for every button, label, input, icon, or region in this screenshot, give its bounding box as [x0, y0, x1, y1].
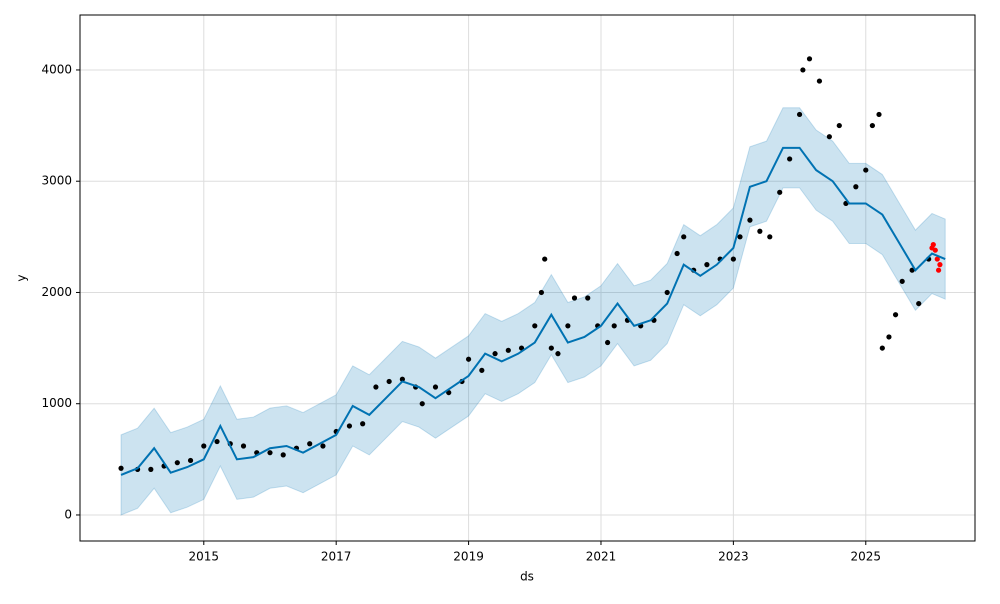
observed-point: [360, 421, 366, 427]
observed-point: [681, 234, 687, 240]
x-tick-label: 2017: [321, 550, 352, 564]
observed-point: [674, 250, 680, 257]
observed-point: [757, 228, 763, 234]
observed-point: [816, 78, 823, 84]
observed-point: [492, 351, 498, 357]
observed-point: [585, 295, 591, 301]
observed-point: [909, 267, 915, 273]
observed-point: [826, 134, 832, 140]
axes-frame: [79, 14, 976, 542]
observed-point: [853, 184, 859, 190]
recent-point: [930, 242, 936, 248]
observed-point: [320, 443, 326, 449]
observed-point: [399, 376, 405, 382]
observed-point: [538, 289, 545, 296]
y-tick-label: 2000: [41, 285, 72, 299]
observed-point: [479, 367, 485, 373]
observed-point: [737, 234, 743, 240]
observed-point: [187, 457, 194, 464]
observed-point: [876, 111, 882, 118]
recent-point: [937, 262, 943, 268]
x-tick-label: 2019: [453, 550, 484, 564]
observed-point: [432, 384, 439, 390]
observed-point: [899, 278, 905, 284]
x-tick-label: 2025: [850, 550, 881, 564]
observed-point: [373, 384, 379, 390]
uncertainty-band: [120, 107, 946, 516]
y-axis-label: y: [15, 274, 29, 281]
y-tick-label: 3000: [41, 174, 72, 188]
observed-point: [267, 450, 273, 456]
observed-point: [879, 345, 885, 351]
y-tick-label: 4000: [41, 62, 72, 76]
observed-point: [505, 347, 511, 353]
observed-point: [307, 441, 313, 447]
observed-point: [664, 289, 670, 296]
observed-point: [555, 351, 561, 357]
observed-point: [174, 460, 180, 466]
observed-point: [863, 167, 869, 173]
observed-point: [214, 438, 220, 445]
observed-point: [869, 122, 875, 129]
observed-point: [730, 256, 736, 262]
recent-point: [935, 267, 942, 273]
observed-point: [611, 323, 617, 329]
observed-point: [565, 323, 571, 329]
observed-point: [201, 443, 207, 449]
observed-point: [787, 156, 793, 162]
observed-point: [806, 56, 813, 62]
x-tick-label: 2023: [718, 550, 749, 564]
observed-point: [280, 452, 286, 458]
observed-point: [542, 256, 548, 262]
recent-point: [934, 256, 940, 262]
observed-point: [118, 465, 124, 471]
observed-point: [346, 423, 353, 429]
observed-point: [800, 67, 806, 73]
forecast-line: [120, 146, 946, 476]
observed-point: [704, 262, 710, 268]
observed-point: [777, 189, 783, 195]
x-tick-label: 2021: [586, 550, 617, 564]
observed-point: [148, 466, 154, 472]
y-tick-label: 0: [64, 507, 72, 521]
observed-point: [796, 111, 803, 118]
y-tick-label: 1000: [41, 396, 72, 410]
observed-point: [747, 217, 753, 223]
observed-point: [386, 378, 392, 385]
observed-point: [548, 345, 554, 351]
observed-point: [836, 122, 842, 129]
observed-point: [465, 356, 472, 362]
observed-point: [240, 443, 247, 449]
observed-point: [892, 312, 899, 318]
observed-point: [886, 334, 892, 340]
x-tick-label: 2015: [189, 550, 220, 564]
recent-point: [932, 247, 938, 253]
plot-area: [80, 15, 975, 541]
observed-point: [604, 339, 611, 346]
observed-point: [767, 234, 773, 240]
observed-point: [532, 323, 538, 329]
observed-point: [916, 300, 922, 307]
x-axis-label: ds: [520, 570, 534, 584]
observed-point: [419, 401, 425, 407]
observed-point: [571, 295, 578, 301]
